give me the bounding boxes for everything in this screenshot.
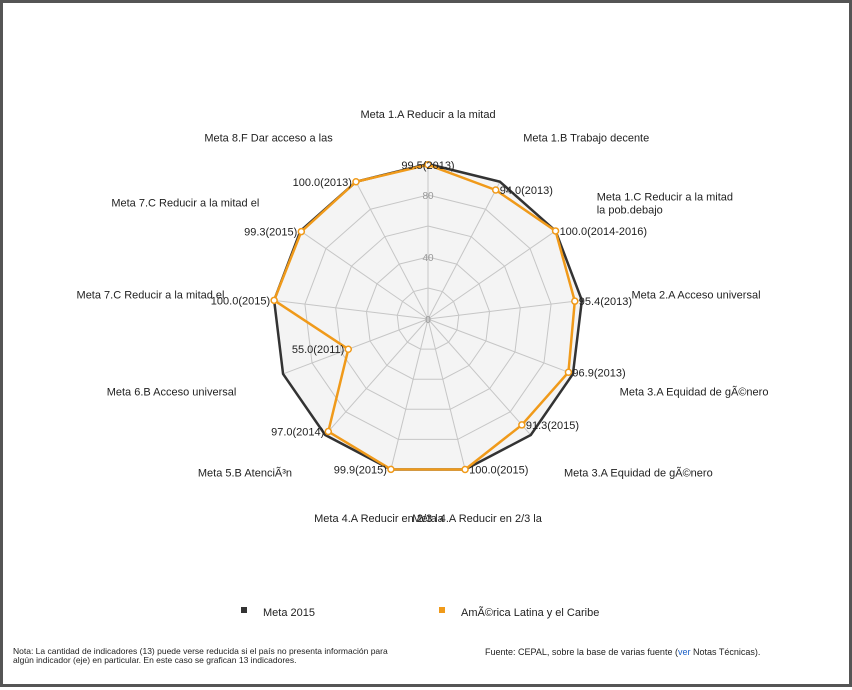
source-suffix: Notas Técnicas).	[690, 647, 761, 657]
axis-spoke	[427, 318, 532, 436]
series-line-america-latina	[272, 163, 577, 471]
axis-spoke	[282, 318, 429, 375]
axis-category-label: Meta 6.B Acceso universal	[107, 387, 237, 399]
axis-spoke	[427, 318, 574, 375]
data-label: 100.0(2013)	[293, 177, 352, 189]
data-point	[352, 178, 360, 186]
axis-category-label: Meta 2.A Acceso universal	[632, 289, 761, 301]
data-label: 94.0(2013)	[500, 185, 553, 197]
footnote: Nota: La cantidad de indicadores (13) pu…	[13, 646, 388, 665]
data-point	[297, 227, 306, 236]
axis-spoke	[427, 299, 582, 320]
data-point	[387, 465, 395, 474]
radial-tick-label: 40	[422, 253, 434, 264]
data-label: 55.0(2011)	[292, 344, 344, 356]
axis-category-label: Meta 7.C Reducir a la mitad el	[77, 289, 225, 301]
data-point	[461, 465, 469, 474]
data-label: 99.5(2013)	[401, 160, 454, 172]
radial-tick-label: 0	[425, 315, 431, 326]
axis-spoke	[427, 318, 466, 470]
axis-spoke	[427, 181, 501, 320]
axis-category-label: Meta 4.A Reducir en 2/3 la	[412, 513, 543, 525]
axis-category-label: Meta 4.A Reducir en 2/3 la	[314, 513, 445, 525]
source-note: Fuente: CEPAL, sobre la base de varias f…	[485, 647, 845, 657]
data-label: 97.0(2014)	[271, 427, 324, 439]
axis-category-label: Meta 3.A Equidad de gÃ©nero	[564, 466, 713, 479]
grid-ring	[365, 256, 491, 380]
axis-category-label: Meta 1.C Reducir a la mitad la pob.debajo	[597, 192, 733, 217]
axis-spoke	[355, 181, 429, 320]
legend-swatch-meta-2015	[241, 607, 247, 613]
radar-chart: 0 40 80 99.5(2013) 94.0(2013) 100.0(2014-2016…	[77, 109, 769, 525]
data-point	[518, 421, 526, 429]
axis-category-label: Meta 1.A Reducir a la mitad	[360, 109, 495, 121]
data-label: 100.0(2014-2016)	[560, 226, 647, 238]
data-point	[424, 161, 432, 169]
data-point	[571, 297, 579, 305]
data-label: 95.4(2013)	[579, 296, 632, 308]
notas-tecnicas-link[interactable]: ver	[677, 647, 691, 657]
legend-label-meta-2015: Meta 2015	[263, 607, 315, 619]
axis-spoke	[390, 318, 429, 470]
data-label: 99.3(2015)	[244, 227, 297, 239]
axis-spoke	[300, 230, 429, 320]
data-label: 100.0(2015)	[211, 295, 270, 307]
data-label: 96.9(2013)	[572, 367, 625, 379]
grid-ring	[304, 194, 552, 440]
data-point	[344, 345, 353, 353]
axis-category-label: Meta 7.C Reducir a la mitad el	[111, 198, 259, 210]
axis-spoke	[274, 299, 429, 320]
axis-spoke	[427, 230, 556, 320]
axis-category-label: Meta 8.F Dar acceso a las	[204, 132, 333, 144]
radial-tick-label: 80	[422, 191, 434, 202]
data-point	[324, 427, 333, 436]
axis-category-label: Meta 1.B Trabajo decente	[523, 132, 649, 144]
data-point	[270, 296, 278, 305]
data-point	[564, 368, 573, 377]
source-prefix: Fuente: CEPAL, sobre la base de varias f…	[485, 647, 678, 657]
legend-label-america-latina: AmÃ©rica Latina y el Caribe	[461, 607, 600, 619]
legend-swatch-america-latina	[439, 607, 445, 613]
data-label: 91.3(2015)	[526, 420, 579, 432]
axis-category-label: Meta 5.B AtenciÃ³n	[198, 466, 292, 479]
grid-ring	[396, 287, 460, 350]
grid-ring	[335, 225, 521, 410]
axis-category-label: Meta 3.A Equidad de gÃ©nero	[620, 386, 769, 399]
axis-spoke	[324, 318, 429, 436]
data-label: 99.9(2015)	[334, 464, 387, 476]
data-label: 100.0(2015)	[469, 464, 528, 476]
data-point	[491, 186, 500, 194]
data-point	[551, 227, 560, 235]
